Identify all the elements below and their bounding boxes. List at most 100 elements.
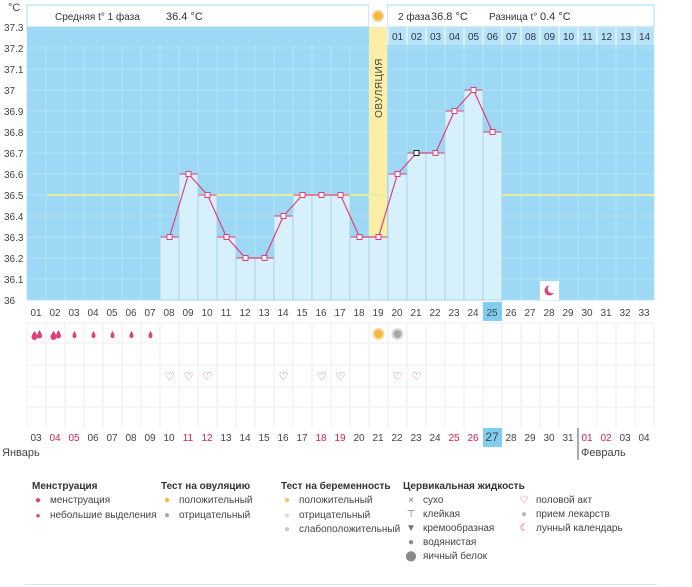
menstruation-drop-icon: [50, 331, 57, 340]
phase2-day-label: 06: [487, 32, 499, 43]
temperature-bar: [254, 257, 275, 301]
temperature-segment: [339, 194, 361, 238]
egg-white-icon: ⬤: [405, 551, 417, 562]
cycle-day-label: 20: [391, 308, 403, 319]
legend-menstruation-item: ● небольшие выделения: [32, 510, 157, 521]
negative-test-icon: [391, 328, 404, 340]
cycle-day-axis: 01 02 03 04 05 06 07 08 09 10 11 12 13 14 15 16 17 18 19 20…: [30, 302, 650, 321]
calendar-day-label: 24: [429, 433, 441, 444]
legend-cervical-item: ⬤ яичный белок: [405, 551, 487, 562]
cycle-day-label: 30: [581, 308, 593, 319]
calendar-day-label: 05: [68, 433, 80, 444]
heart-icon: ♡: [412, 371, 422, 383]
y-tick-label: 37.2: [4, 44, 24, 55]
calendar-day-label: 14: [239, 433, 251, 444]
temperature-point: [451, 108, 458, 114]
positive-test-icon: [372, 328, 385, 340]
temperature-segment: [168, 173, 190, 238]
temperature-bar: [349, 236, 370, 301]
phase2-day-label: 08: [525, 32, 537, 43]
legend-label: половой акт: [536, 495, 593, 506]
calendar-day-label: 31: [562, 433, 574, 444]
y-tick-label: 36.2: [4, 254, 24, 265]
legend-menstruation-title: Менструация: [32, 481, 98, 492]
legend-menstruation-item: ● менструация: [32, 495, 110, 506]
calendar-day-label: 11: [183, 433, 194, 444]
cycle-day-label: 02: [49, 308, 61, 319]
legend-cervical-title: Цервикальная жидкость: [403, 481, 525, 492]
calendar-day-label: 12: [201, 433, 213, 444]
moon-icon: ☾: [519, 523, 529, 534]
cycle-day-label: 26: [505, 308, 517, 319]
temperature-bar: [368, 236, 389, 301]
cycle-day-label: 21: [410, 308, 422, 319]
pregnancy-weak-icon: ●: [283, 524, 291, 535]
temperature-segment: [472, 89, 494, 133]
diff-value: 0.4 °C: [540, 11, 571, 23]
cycle-day-label: 06: [125, 308, 137, 319]
phase2-label: 2 фаза: [398, 11, 431, 23]
cycle-day-label: 16: [315, 308, 327, 319]
legend-ovulation-item: ● отрицательный: [161, 510, 250, 521]
temperature-point: [413, 150, 420, 156]
ovulation-band: [369, 27, 387, 300]
y-tick-label: 37.1: [4, 65, 24, 76]
temperature-bar: [292, 194, 313, 301]
cycle-day-label: 14: [277, 308, 289, 319]
temperature-point: [280, 213, 287, 219]
y-tick-label: 36.5: [4, 191, 24, 202]
diff-label: Разница t°: [489, 12, 537, 23]
temperature-bar: [159, 236, 180, 301]
calendar-day-label: 22: [391, 433, 403, 444]
temperature-point: [489, 129, 496, 135]
phase2-day-label: 14: [639, 32, 651, 43]
dry-cross-icon: ×: [408, 495, 414, 506]
calendar-day-label: 26: [467, 433, 479, 444]
phase2-value: 36.8 °C: [431, 11, 468, 23]
temperature-bar: [311, 194, 332, 301]
temperature-point: [356, 234, 363, 240]
legend-pregnancy-item: ● отрицательный: [281, 510, 370, 521]
temperature-point: [204, 192, 211, 198]
temperature-points: [160, 87, 502, 261]
temperature-segment: [226, 236, 246, 259]
legend-label: отрицательный: [299, 510, 371, 521]
cycle-day-label: 01: [30, 308, 42, 319]
phase2-day-label: 01: [392, 32, 404, 43]
temperature-segment: [454, 89, 474, 112]
temperature-point: [166, 234, 173, 240]
legend-cervical-item: ▼ кремообразная: [405, 523, 494, 534]
temperature-bar: [406, 152, 427, 301]
calendar-day-axis: 03 04 05 06 07 08 09 10 11 12 13 14 15 16 17 18 19 20 21 22…: [30, 428, 650, 447]
temperature-segment: [263, 215, 285, 259]
temperature-bar: [482, 131, 503, 301]
cycle-day-label: 03: [68, 308, 80, 319]
phase1-label: Средняя t° 1 фаза: [55, 11, 140, 23]
legend-label: лунный календарь: [536, 523, 623, 534]
calendar-day-label: 16: [277, 433, 289, 444]
legend-ovulation-test-title: Тест на овуляцию: [161, 481, 251, 492]
cycle-day-label: 15: [296, 308, 308, 319]
temperature-point: [223, 234, 230, 240]
legend-ovulation-item: ● положительный: [161, 495, 253, 506]
current-cycle-day-highlight: [483, 302, 502, 321]
temperature-point: [299, 192, 306, 198]
event-markers: ♡ ♡ ♡ ♡ ♡ ♡ ♡ ♡: [31, 328, 422, 383]
calendar-day-label: 02: [600, 433, 612, 444]
phase2-day-label: 04: [449, 32, 461, 43]
y-tick-labels: 36 36.1 36.2 36.3 36.4 36.5 36.6 36.7 36.8 36.9 37…: [4, 23, 24, 307]
y-tick-label: 36.3: [4, 233, 24, 244]
cycle-day-label: 13: [258, 308, 270, 319]
spotting-drop-icon: [72, 331, 77, 338]
temperature-bar: [463, 89, 484, 301]
temperature-bar: [235, 257, 256, 301]
spotting-drop-icon: ●: [35, 511, 41, 520]
temperature-point: [261, 255, 268, 261]
legend-label: отрицательный: [179, 510, 251, 521]
phase1-value: 36.4 °C: [166, 11, 203, 23]
y-tick-label: 37: [4, 86, 16, 97]
ovulation-vertical-label: ОВУЛЯЦИЯ: [374, 58, 385, 118]
y-tick-label: 36.9: [4, 107, 24, 118]
calendar-day-label: 28: [505, 433, 517, 444]
